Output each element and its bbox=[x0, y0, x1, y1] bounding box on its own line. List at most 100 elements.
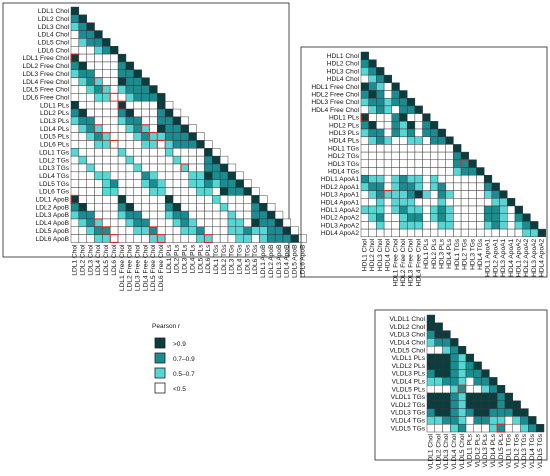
ldl-cell bbox=[78, 210, 87, 220]
hdl-cell bbox=[422, 144, 431, 153]
hdl-cell bbox=[437, 221, 446, 230]
vldl-cell bbox=[512, 416, 521, 425]
legend-label: 0.5–0.7 bbox=[173, 371, 195, 378]
ldl-cell bbox=[78, 22, 87, 31]
ldl-cell bbox=[110, 210, 119, 220]
vldl-cell bbox=[457, 384, 467, 394]
hdl-cell bbox=[483, 221, 493, 230]
vldl-cell bbox=[489, 392, 498, 402]
hdl-cell bbox=[360, 136, 369, 145]
ldl-cell bbox=[219, 210, 229, 220]
ldl-cell bbox=[86, 77, 95, 86]
ldl-cell bbox=[204, 140, 213, 149]
ldl-cell bbox=[117, 93, 127, 102]
ldl-cell bbox=[157, 108, 166, 118]
hdl-cell bbox=[383, 198, 393, 207]
hdl-cell bbox=[368, 205, 377, 214]
ldl-cell bbox=[117, 132, 127, 141]
hdl-cell bbox=[468, 205, 477, 214]
ldl-cell bbox=[157, 116, 166, 125]
hdl-cell bbox=[360, 113, 370, 122]
ldl-cell bbox=[141, 171, 150, 180]
ldl-cell bbox=[133, 155, 142, 165]
hdl-cell bbox=[368, 190, 377, 199]
ldl-cell bbox=[219, 234, 229, 243]
hdl-cell bbox=[422, 182, 431, 191]
ldl-cell bbox=[110, 108, 119, 118]
ldl-cell bbox=[157, 163, 166, 173]
hdl-cell bbox=[422, 167, 431, 176]
ldl-cell bbox=[101, 226, 111, 236]
ldl-cell bbox=[196, 187, 205, 196]
hdl-cell bbox=[437, 174, 446, 184]
ldl-cell bbox=[109, 234, 119, 244]
hdl-cell bbox=[445, 151, 454, 161]
hdl-row-label: HDL4 Chol bbox=[327, 76, 360, 83]
hdl-cell bbox=[376, 198, 385, 207]
hdl-row-label: HDL3 Free Chol bbox=[311, 99, 359, 106]
ldl-cell bbox=[164, 100, 174, 110]
hdl-cell bbox=[391, 97, 400, 107]
vldl-cell bbox=[465, 353, 475, 363]
hdl-cell bbox=[422, 159, 431, 168]
hdl-cell bbox=[383, 82, 393, 91]
hdl-cell bbox=[406, 182, 416, 191]
ldl-row-label: LDL3 Chol bbox=[38, 24, 70, 31]
ldl-cell bbox=[102, 100, 111, 110]
vldl-cell bbox=[434, 369, 443, 378]
hdl-cell bbox=[422, 205, 431, 214]
ldl-cell bbox=[212, 210, 221, 220]
ldl-cell bbox=[109, 139, 119, 149]
hdl-cell bbox=[453, 190, 462, 199]
ldl-cell bbox=[141, 85, 150, 94]
ldl-cell bbox=[212, 163, 221, 173]
ldl-cell bbox=[70, 38, 80, 47]
hdl-cell bbox=[430, 213, 439, 222]
ldl-cell bbox=[243, 179, 252, 188]
ldl-cell bbox=[141, 132, 150, 141]
hdl-cell bbox=[360, 59, 369, 68]
ldl-cell bbox=[188, 148, 197, 157]
vldl-cell bbox=[442, 369, 451, 378]
ldl-cell bbox=[282, 234, 292, 243]
ldl-cell bbox=[125, 116, 135, 125]
ldl-cell bbox=[78, 187, 87, 196]
ldl-cell bbox=[70, 61, 80, 71]
ldl-cell bbox=[204, 155, 213, 165]
hdl-cell bbox=[399, 190, 408, 199]
hdl-cell bbox=[437, 228, 446, 238]
hdl-cell bbox=[445, 213, 454, 222]
vldl-cell bbox=[442, 353, 451, 363]
ldl-cell bbox=[117, 171, 127, 180]
hdl-cell bbox=[391, 167, 400, 176]
hdl-cell bbox=[476, 198, 485, 207]
hdl-cell bbox=[406, 136, 416, 145]
hdl-cell bbox=[376, 105, 385, 114]
ldl-cell bbox=[172, 234, 182, 243]
ldl-cell bbox=[102, 195, 111, 204]
vldl-cell bbox=[426, 322, 436, 331]
ldl-cell bbox=[86, 38, 95, 47]
ldl-row-label: LDL4 Chol bbox=[38, 32, 70, 39]
ldl-cell bbox=[227, 234, 237, 243]
ldl-row-label: LDL2 PLs bbox=[40, 110, 70, 117]
hdl-cell bbox=[468, 221, 477, 230]
ldl-cell bbox=[141, 163, 150, 173]
hdl-col-label: HDL1 ApoA2 bbox=[516, 238, 523, 276]
ldl-cell bbox=[94, 171, 103, 180]
hdl-col-label: HDL4 ApoA2 bbox=[539, 238, 546, 276]
hdl-row-label: HDL4 ApoA1 bbox=[321, 199, 359, 206]
ldl-col-label: LDL4 Free Chol bbox=[142, 244, 149, 291]
ldl-cell bbox=[196, 218, 205, 228]
hdl-cell bbox=[383, 167, 393, 176]
ldl-row-label: LDL4 ApoB bbox=[36, 220, 70, 227]
hdl-cell bbox=[368, 144, 377, 153]
hdl-cell bbox=[530, 221, 539, 230]
ldl-cell bbox=[274, 226, 284, 235]
ldl-cell bbox=[94, 226, 103, 235]
ldl-cell bbox=[149, 195, 158, 204]
hdl-cell bbox=[445, 190, 454, 199]
hdl-cell bbox=[445, 228, 454, 238]
ldl-cell bbox=[133, 100, 142, 110]
